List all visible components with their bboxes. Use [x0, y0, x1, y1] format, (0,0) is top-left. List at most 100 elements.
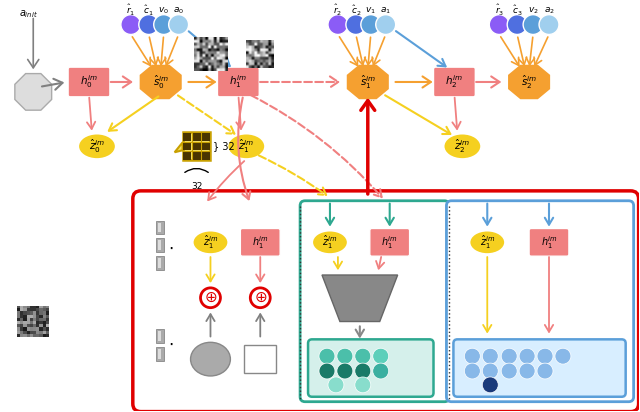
- Circle shape: [537, 363, 553, 379]
- Circle shape: [483, 363, 498, 379]
- FancyBboxPatch shape: [453, 339, 626, 397]
- Circle shape: [465, 363, 480, 379]
- Polygon shape: [507, 64, 551, 100]
- Text: $\hat{z}_1^{im}$: $\hat{z}_1^{im}$: [323, 234, 337, 251]
- Circle shape: [372, 348, 388, 364]
- Circle shape: [523, 15, 543, 35]
- Bar: [157, 240, 161, 250]
- Text: $\hat{z}_1^{im}$: $\hat{z}_1^{im}$: [203, 234, 218, 251]
- Circle shape: [169, 15, 189, 35]
- Bar: [193, 133, 201, 141]
- Circle shape: [483, 377, 498, 393]
- Circle shape: [328, 377, 344, 393]
- Polygon shape: [346, 64, 390, 100]
- Circle shape: [346, 15, 366, 35]
- Text: $\hat{c}_2$: $\hat{c}_2$: [351, 4, 361, 18]
- Text: $a_0$: $a_0$: [173, 5, 184, 16]
- Bar: [202, 142, 210, 150]
- Text: $\hat{c}_1$: $\hat{c}_1$: [143, 4, 154, 18]
- Bar: [157, 258, 161, 268]
- Text: $\hat{c}_3$: $\hat{c}_3$: [512, 4, 522, 18]
- Circle shape: [361, 15, 381, 35]
- Text: } 32: } 32: [214, 141, 236, 151]
- Circle shape: [355, 377, 371, 393]
- FancyBboxPatch shape: [447, 201, 634, 402]
- Text: $v_1$: $v_1$: [365, 5, 376, 16]
- Bar: [202, 133, 210, 141]
- Text: $\oplus$: $\oplus$: [253, 290, 267, 305]
- Text: $\hat{r}_2$: $\hat{r}_2$: [333, 3, 342, 18]
- FancyBboxPatch shape: [218, 67, 259, 97]
- Bar: [157, 222, 161, 232]
- Circle shape: [121, 15, 141, 35]
- Text: $\hat{s}_2^{im}$: $\hat{s}_2^{im}$: [521, 73, 537, 91]
- Circle shape: [539, 15, 559, 35]
- Text: $\oplus$: $\oplus$: [204, 290, 217, 305]
- Text: 32: 32: [191, 182, 202, 191]
- Text: $h_1^{im}$: $h_1^{im}$: [229, 74, 247, 90]
- FancyBboxPatch shape: [529, 229, 569, 256]
- Circle shape: [319, 363, 335, 379]
- Bar: [156, 220, 164, 234]
- Text: $a_1$: $a_1$: [380, 5, 391, 16]
- Text: $v_0$: $v_0$: [158, 5, 169, 16]
- Text: $\hat{s}_1^{im}$: $\hat{s}_1^{im}$: [360, 73, 376, 91]
- Text: $a_{init}$: $a_{init}$: [19, 8, 38, 19]
- Text: $\hat{r}_3$: $\hat{r}_3$: [495, 3, 504, 18]
- Circle shape: [483, 348, 498, 364]
- Bar: [156, 239, 164, 252]
- Polygon shape: [322, 275, 397, 321]
- Circle shape: [355, 348, 371, 364]
- Circle shape: [555, 348, 571, 364]
- Bar: [156, 347, 164, 361]
- Bar: [193, 142, 201, 150]
- Ellipse shape: [444, 133, 481, 159]
- Ellipse shape: [78, 133, 116, 159]
- Circle shape: [501, 363, 517, 379]
- Circle shape: [154, 15, 173, 35]
- Circle shape: [501, 348, 517, 364]
- Text: $h_1^{im}$: $h_1^{im}$: [541, 234, 557, 251]
- Circle shape: [537, 348, 553, 364]
- Text: $\hat{z}_0^{im}$: $\hat{z}_0^{im}$: [89, 138, 105, 155]
- FancyBboxPatch shape: [433, 67, 476, 97]
- Circle shape: [328, 15, 348, 35]
- Circle shape: [200, 288, 220, 308]
- Text: $\cdot$: $\cdot$: [168, 335, 173, 353]
- FancyBboxPatch shape: [300, 201, 449, 402]
- Bar: [183, 142, 191, 150]
- Text: $a_2$: $a_2$: [543, 5, 554, 16]
- Bar: [156, 256, 164, 270]
- Ellipse shape: [227, 133, 265, 159]
- Polygon shape: [175, 143, 182, 152]
- Bar: [157, 331, 161, 341]
- FancyBboxPatch shape: [182, 133, 211, 160]
- Circle shape: [319, 348, 335, 364]
- Ellipse shape: [469, 230, 505, 254]
- Text: $h_2^{im}$: $h_2^{im}$: [445, 74, 463, 90]
- Circle shape: [376, 15, 396, 35]
- Text: $v_2$: $v_2$: [528, 5, 538, 16]
- Circle shape: [139, 15, 159, 35]
- Circle shape: [489, 15, 509, 35]
- Text: $\hat{z}_1^{im}$: $\hat{z}_1^{im}$: [479, 234, 495, 251]
- Text: $\hat{s}_0^{im}$: $\hat{s}_0^{im}$: [153, 73, 169, 91]
- Polygon shape: [15, 74, 52, 110]
- Bar: [193, 152, 201, 160]
- FancyBboxPatch shape: [68, 67, 110, 97]
- Ellipse shape: [312, 230, 348, 254]
- Text: $h_1^{im}$: $h_1^{im}$: [381, 234, 398, 251]
- Circle shape: [519, 348, 535, 364]
- Bar: [202, 152, 210, 160]
- Bar: [183, 133, 191, 141]
- FancyBboxPatch shape: [308, 339, 433, 397]
- Bar: [156, 330, 164, 343]
- Ellipse shape: [191, 342, 230, 376]
- FancyBboxPatch shape: [133, 191, 639, 412]
- Circle shape: [372, 363, 388, 379]
- Circle shape: [337, 363, 353, 379]
- Ellipse shape: [193, 230, 228, 254]
- FancyBboxPatch shape: [241, 229, 280, 256]
- Text: $h_0^{im}$: $h_0^{im}$: [80, 74, 98, 90]
- Text: $h_1^{im}$: $h_1^{im}$: [252, 234, 269, 251]
